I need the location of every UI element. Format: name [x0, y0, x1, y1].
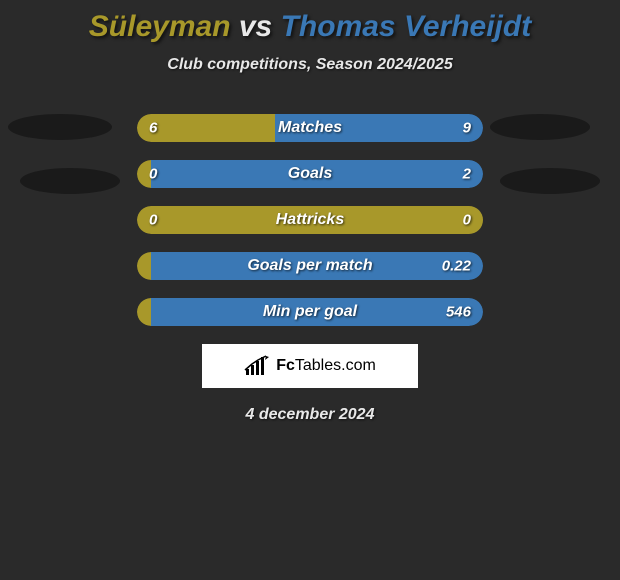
shadow-ellipse [20, 168, 120, 194]
title-player2: Thomas Verheijdt [281, 10, 532, 43]
shadow-ellipse [8, 114, 112, 140]
stat-value-right: 0 [463, 212, 471, 229]
fctables-logo[interactable]: FcTables.com [202, 344, 418, 388]
stat-label: Min per goal [137, 303, 483, 321]
title-vs: vs [239, 10, 272, 43]
stat-value-right: 2 [463, 166, 471, 183]
logo-part2: Tables [295, 357, 341, 374]
stat-row: 6Matches9 [137, 114, 483, 142]
chart-icon [244, 355, 270, 377]
stat-value-right: 0.22 [442, 258, 471, 275]
stats-area: 6Matches90Goals20Hattricks0Goals per mat… [0, 114, 620, 326]
date-text: 4 december 2024 [0, 406, 620, 424]
stat-value-right: 9 [463, 120, 471, 137]
stat-label: Matches [137, 119, 483, 137]
stat-value-right: 546 [446, 304, 471, 321]
shadow-ellipse [500, 168, 600, 194]
stat-label: Goals per match [137, 257, 483, 275]
stat-label: Goals [137, 165, 483, 183]
stat-row: Goals per match0.22 [137, 252, 483, 280]
stat-row: 0Hattricks0 [137, 206, 483, 234]
comparison-widget: Süleyman vs Thomas Verheijdt Club compet… [0, 0, 620, 424]
logo-text: FcTables.com [276, 357, 376, 375]
logo-part3: .com [341, 357, 376, 374]
subtitle: Club competitions, Season 2024/2025 [0, 56, 620, 74]
shadow-ellipse [490, 114, 590, 140]
stat-label: Hattricks [137, 211, 483, 229]
stat-row: 0Goals2 [137, 160, 483, 188]
title-player1: Süleyman [89, 10, 231, 43]
page-title: Süleyman vs Thomas Verheijdt [0, 10, 620, 44]
stat-row: Min per goal546 [137, 298, 483, 326]
logo-part1: Fc [276, 357, 295, 374]
